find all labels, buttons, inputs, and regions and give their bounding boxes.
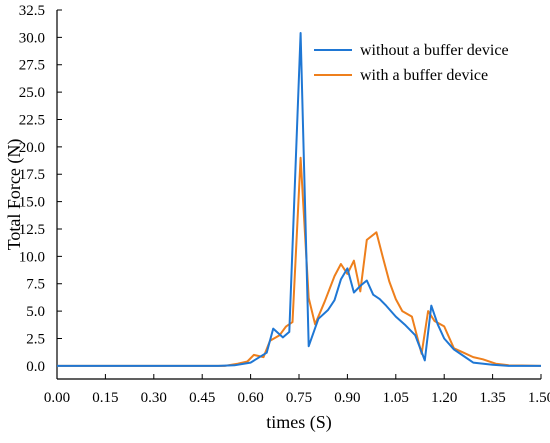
y-tick-label: 15.0 (19, 195, 45, 211)
y-tick-label: 20.0 (19, 140, 45, 156)
series-line (57, 32, 541, 367)
x-axis-title: times (S) (266, 412, 332, 433)
y-tick-label: 30.0 (19, 30, 45, 46)
x-tick-label: 0.00 (44, 390, 70, 406)
x-tick-label: 0.75 (286, 390, 312, 406)
y-tick-label: 0.0 (26, 359, 45, 375)
x-tick-label: 0.90 (334, 390, 360, 406)
y-tick-label: 7.5 (26, 277, 45, 293)
series-line (57, 156, 542, 367)
series-lines (57, 32, 542, 367)
legend-label: with a buffer device (360, 67, 488, 84)
x-tick-label: 1.20 (431, 390, 457, 406)
y-tick-label: 12.5 (19, 222, 45, 238)
legend: without a buffer device with a buffer dev… (314, 42, 509, 84)
x-tick-label: 0.15 (92, 390, 118, 406)
x-tick-label: 1.05 (383, 390, 409, 406)
y-tick-label: 22.5 (19, 112, 45, 128)
y-tick-label: 32.5 (19, 3, 45, 19)
y-tick-label: 25.0 (19, 85, 45, 101)
x-tick-label: 0.60 (237, 390, 263, 406)
x-tick-label: 1.35 (479, 390, 505, 406)
x-tick-label: 0.45 (189, 390, 215, 406)
legend-label: without a buffer device (360, 42, 509, 59)
y-tick-label: 5.0 (26, 304, 45, 320)
x-tick-label: 1.50 (528, 390, 550, 406)
y-axis-ticks: 0.0 2.5 5.0 7.5 10.0 12.5 15.0 17.5 20.0 22.5 25.0… (19, 3, 62, 375)
y-tick-label: 17.5 (19, 167, 45, 183)
x-tick-label: 0.30 (141, 390, 167, 406)
y-axis-title: Total Force (N) (4, 139, 25, 251)
x-axis-ticks: 0.00 0.15 0.30 0.45 0.60 0.75 0.90 1.05 1.20 1.35… (44, 374, 550, 406)
y-tick-label: 10.0 (19, 249, 45, 265)
y-tick-label: 2.5 (26, 331, 45, 347)
y-tick-label: 27.5 (19, 58, 45, 74)
